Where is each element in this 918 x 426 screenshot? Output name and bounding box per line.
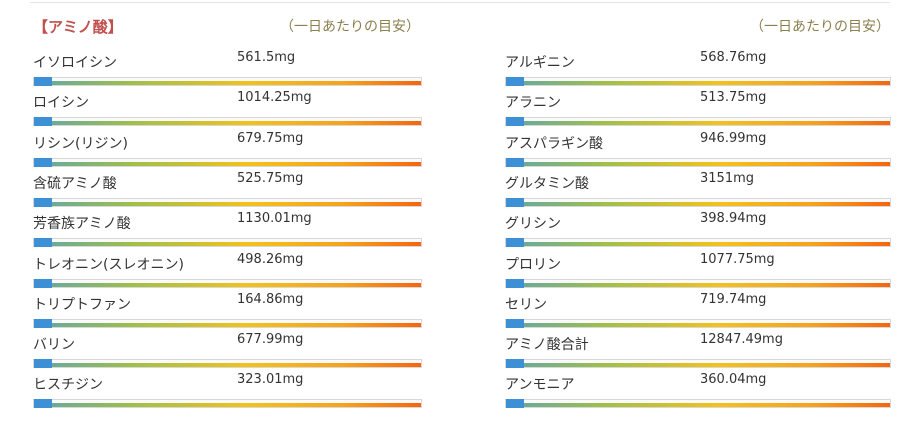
nutrient-name: プロリン — [505, 256, 561, 273]
bar-gradient — [34, 161, 421, 166]
nutrient-amount: 323.01mg — [237, 372, 304, 388]
nutrient-amount: 568.76mg — [700, 50, 767, 65]
bar-indicator — [34, 238, 52, 248]
nutrient-name: アスパラギン酸 — [505, 135, 603, 152]
progress-bar — [33, 278, 422, 288]
nutrient-amount: 498.26mg — [237, 251, 304, 267]
nutrient-amount: 164.86mg — [237, 291, 304, 307]
nutrient-amount: 719.74mg — [700, 291, 767, 307]
bar-gradient — [506, 81, 890, 85]
nutrient-amount: 677.99mg — [237, 332, 304, 348]
nutrient-name: セリン — [505, 296, 547, 313]
progress-bar — [33, 197, 422, 207]
nutrient-name: 芳香族アミノ酸 — [33, 216, 131, 233]
bar-indicator — [34, 318, 52, 328]
bar-indicator — [506, 399, 524, 409]
bar-gradient — [34, 282, 421, 287]
bar-indicator — [34, 399, 52, 409]
progress-bar — [505, 399, 891, 409]
section-title: 【アミノ酸】 — [33, 18, 123, 36]
progress-bar — [505, 278, 891, 288]
progress-bar — [33, 238, 422, 248]
progress-bar — [505, 77, 891, 86]
bar-gradient — [34, 121, 421, 126]
nutrient-name: グルタミン酸 — [505, 175, 589, 192]
bar-gradient — [506, 242, 890, 247]
bar-indicator — [34, 77, 52, 86]
bar-indicator — [34, 278, 52, 288]
nutrient-amount: 398.94mg — [700, 211, 767, 227]
bar-gradient — [34, 81, 421, 85]
progress-bar — [505, 238, 891, 248]
nutrient-amount: 360.04mg — [700, 372, 767, 388]
progress-bar — [33, 318, 422, 328]
bar-gradient — [506, 121, 890, 126]
nutrient-amount: 525.75mg — [237, 170, 304, 186]
bar-indicator — [506, 77, 524, 86]
progress-bar — [505, 117, 891, 127]
bar-gradient — [506, 363, 890, 368]
bar-gradient — [506, 403, 890, 408]
bar-indicator — [506, 359, 524, 369]
bar-gradient — [506, 322, 890, 327]
nutrient-amount: 679.75mg — [237, 130, 304, 146]
progress-bar — [505, 197, 891, 207]
bar-gradient — [34, 201, 421, 206]
nutrient-amount: 1077.75mg — [700, 251, 775, 267]
nutrient-name: アルギニン — [505, 55, 575, 71]
nutrient-amount: 561.5mg — [237, 50, 296, 65]
nutrient-amount: 946.99mg — [700, 130, 767, 146]
nutrient-name: トリプトファン — [33, 296, 131, 313]
progress-bar — [33, 77, 422, 86]
nutrient-amount: 1014.25mg — [237, 90, 312, 106]
daily-note: （一日あたりの目安） — [750, 19, 890, 35]
bar-gradient — [34, 242, 421, 247]
bar-indicator — [506, 197, 524, 207]
nutrient-name: トレオニン(スレオニン) — [33, 256, 184, 273]
bar-indicator — [34, 117, 52, 127]
nutrient-name: バリン — [33, 337, 75, 354]
progress-bar — [505, 359, 891, 369]
bar-indicator — [506, 278, 524, 288]
nutrient-name: アミノ酸合計 — [505, 337, 589, 354]
nutrient-amount: 1130.01mg — [237, 211, 312, 227]
bar-gradient — [34, 403, 421, 408]
bar-indicator — [506, 157, 524, 167]
nutrient-name: 含硫アミノ酸 — [33, 175, 117, 192]
bar-gradient — [506, 161, 890, 166]
progress-bar — [33, 117, 422, 127]
nutrient-amount: 513.75mg — [700, 90, 767, 106]
nutrient-amount: 12847.49mg — [700, 332, 783, 348]
bar-indicator — [506, 238, 524, 248]
bar-gradient — [506, 282, 890, 287]
bar-gradient — [506, 201, 890, 206]
bar-indicator — [34, 197, 52, 207]
nutrient-name: イソロイシン — [33, 55, 117, 71]
nutrient-name: グリシン — [505, 216, 561, 233]
bar-gradient — [34, 322, 421, 327]
progress-bar — [505, 157, 891, 167]
nutrient-name: ヒスチジン — [33, 377, 103, 394]
top-border — [30, 2, 890, 3]
progress-bar — [505, 318, 891, 328]
nutrient-name: アラニン — [505, 95, 561, 112]
progress-bar — [33, 359, 422, 369]
daily-note: （一日あたりの目安） — [280, 19, 420, 35]
bar-indicator — [34, 359, 52, 369]
nutrient-name: ロイシン — [33, 95, 89, 112]
bar-indicator — [506, 117, 524, 127]
bar-gradient — [34, 363, 421, 368]
nutrient-name: リシン(リジン) — [33, 135, 128, 152]
progress-bar — [33, 399, 422, 409]
nutrient-amount: 3151mg — [700, 170, 754, 186]
bar-indicator — [506, 318, 524, 328]
progress-bar — [33, 157, 422, 167]
bar-indicator — [34, 157, 52, 167]
nutrient-name: アンモニア — [505, 377, 575, 394]
